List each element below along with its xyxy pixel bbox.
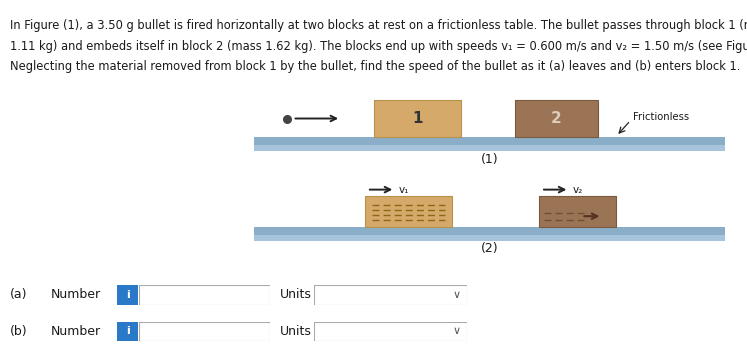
Text: 1.11 kg) and embeds itself in block 2 (mass 1.62 kg). The blocks end up with spe: 1.11 kg) and embeds itself in block 2 (m… [10, 40, 747, 53]
Bar [254, 145, 725, 151]
Text: i: i [125, 290, 130, 300]
Bar [254, 235, 725, 240]
Text: Number: Number [51, 325, 101, 338]
Text: (b): (b) [10, 325, 28, 338]
Text: Neglecting the material removed from block 1 by the bullet, find the speed of th: Neglecting the material removed from blo… [10, 60, 740, 73]
Text: ∨: ∨ [452, 326, 460, 336]
Text: Units: Units [280, 325, 312, 338]
Bar [539, 196, 616, 227]
Text: 1: 1 [412, 111, 423, 126]
Bar [365, 196, 452, 227]
Text: (1): (1) [480, 153, 498, 166]
Bar [515, 100, 598, 137]
Text: Number: Number [51, 288, 101, 302]
Text: 2: 2 [551, 111, 562, 126]
Bar [254, 137, 725, 145]
Bar [374, 100, 461, 137]
Text: v₁: v₁ [398, 185, 409, 195]
Text: i: i [125, 326, 130, 336]
Text: (a): (a) [10, 288, 27, 302]
Bar [254, 227, 725, 235]
Text: Frictionless: Frictionless [633, 112, 689, 122]
Text: (2): (2) [480, 242, 498, 255]
Text: ∨: ∨ [452, 290, 460, 300]
Text: v₂: v₂ [573, 185, 583, 195]
Text: Units: Units [280, 288, 312, 302]
Text: In Figure (1), a 3.50 g bullet is fired horizontally at two blocks at rest on a : In Figure (1), a 3.50 g bullet is fired … [10, 19, 747, 32]
